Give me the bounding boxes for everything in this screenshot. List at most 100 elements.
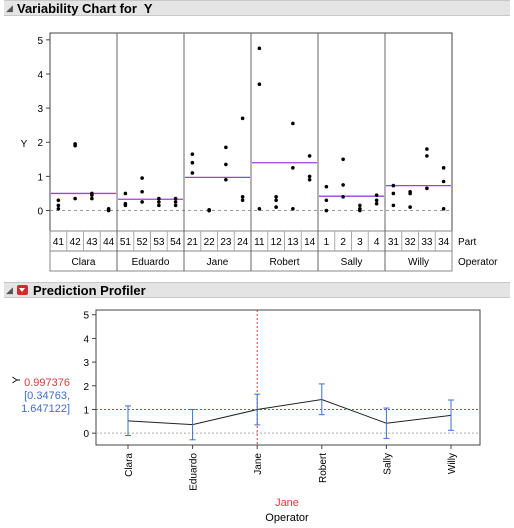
operator-label: Jane	[207, 257, 229, 268]
part-label: 33	[421, 237, 433, 248]
profiler-plot-frame	[95, 309, 481, 446]
data-point	[291, 121, 295, 126]
data-point	[291, 166, 295, 170]
y-tick-label: 5	[37, 36, 43, 47]
operator-label: Robert	[269, 257, 299, 268]
data-point	[240, 116, 245, 121]
data-point	[140, 189, 144, 194]
profiler-y-tick-label: 4	[83, 334, 89, 345]
profiler-y-value: 0.997376	[24, 377, 70, 389]
profiler-y-tick-label: 3	[83, 358, 89, 369]
data-point	[123, 201, 128, 206]
part-label: 12	[271, 237, 283, 248]
part-label: 21	[187, 237, 199, 248]
data-point	[224, 145, 228, 150]
profiler-y-tick-label: 2	[83, 382, 89, 393]
data-point	[73, 196, 77, 201]
part-label: 3	[357, 237, 363, 248]
data-point	[56, 198, 61, 203]
data-point	[190, 171, 195, 175]
variability-chart-title: Variability Chart for Y	[17, 1, 153, 16]
y-tick-label: 2	[37, 138, 43, 149]
y-tick-label: 3	[37, 104, 43, 115]
data-point	[257, 82, 262, 87]
data-point	[207, 208, 211, 212]
part-label: 22	[204, 237, 216, 248]
data-point	[324, 198, 329, 203]
part-label: 14	[304, 237, 316, 248]
data-point	[240, 195, 245, 199]
profiler-x-tick-label: Robert	[318, 453, 329, 483]
data-point	[274, 205, 278, 209]
part-label: 54	[170, 237, 182, 248]
disclosure-triangle-icon[interactable]: ◢	[6, 285, 13, 295]
data-point	[56, 203, 61, 208]
data-point	[408, 205, 412, 209]
part-label: 32	[405, 237, 417, 248]
data-point	[324, 208, 329, 213]
prediction-profiler-title: Prediction Profiler	[33, 283, 146, 298]
red-triangle-menu-icon[interactable]	[17, 285, 28, 295]
part-label: 23	[220, 237, 232, 248]
data-point	[173, 203, 178, 208]
part-label: 31	[388, 237, 400, 248]
data-point	[173, 196, 178, 201]
profiler-ci-upper: 1.647122]	[21, 403, 70, 415]
data-point	[307, 154, 312, 158]
data-point	[157, 203, 161, 208]
prediction-profiler-chart: 0.997376 Y [0.34763, 1.647122] Jane Oper…	[11, 309, 481, 524]
y-tick-label: 0	[37, 207, 43, 218]
data-point	[224, 177, 228, 182]
data-point	[274, 198, 278, 203]
operator-label: Sally	[341, 257, 363, 268]
profiler-x-tick-label: Jane	[253, 453, 264, 475]
part-label: 13	[287, 237, 299, 248]
data-point	[307, 174, 312, 179]
operator-row-label: Operator	[458, 257, 498, 268]
part-label: 51	[120, 237, 132, 248]
data-point	[358, 203, 362, 208]
data-point	[441, 207, 446, 211]
part-label: 53	[153, 237, 165, 248]
data-point	[425, 186, 429, 191]
operator-label: Eduardo	[132, 257, 170, 268]
data-point	[56, 207, 61, 211]
part-label: 52	[137, 237, 149, 248]
data-point	[391, 183, 396, 188]
part-label: 1	[324, 237, 330, 248]
part-label: 24	[237, 237, 249, 248]
y-tick-label: 1	[37, 172, 43, 183]
disclosure-triangle-icon[interactable]: ◢	[6, 3, 13, 13]
data-point	[358, 207, 362, 211]
part-label: 4	[374, 237, 380, 248]
data-point	[257, 207, 262, 211]
data-point	[391, 203, 396, 208]
part-row-label: Part	[458, 237, 477, 248]
data-point	[257, 46, 262, 51]
data-point	[341, 195, 345, 199]
data-point	[190, 152, 195, 156]
data-point	[90, 196, 94, 201]
data-point	[274, 195, 278, 199]
y-axis-label: Y	[21, 139, 28, 150]
data-point	[307, 177, 312, 182]
data-point	[224, 162, 228, 167]
data-point	[140, 200, 144, 204]
data-point	[391, 191, 396, 196]
profiler-x-tick-label: Eduardo	[189, 453, 200, 491]
data-point	[425, 154, 429, 158]
data-point	[374, 198, 379, 203]
data-point	[441, 166, 446, 170]
prediction-profiler-header[interactable]: ◢ Prediction Profiler	[4, 282, 510, 298]
part-label: 41	[53, 237, 65, 248]
part-label: 42	[70, 237, 82, 248]
part-label: 11	[254, 237, 265, 248]
operator-label: Willy	[408, 257, 429, 268]
operator-label: Clara	[72, 257, 96, 268]
profiler-y-tick-label: 0	[83, 429, 89, 440]
part-label: 2	[340, 237, 346, 248]
variability-chart-header[interactable]: ◢ Variability Chart for Y	[4, 0, 510, 16]
data-point	[425, 147, 429, 151]
data-point	[324, 184, 329, 189]
